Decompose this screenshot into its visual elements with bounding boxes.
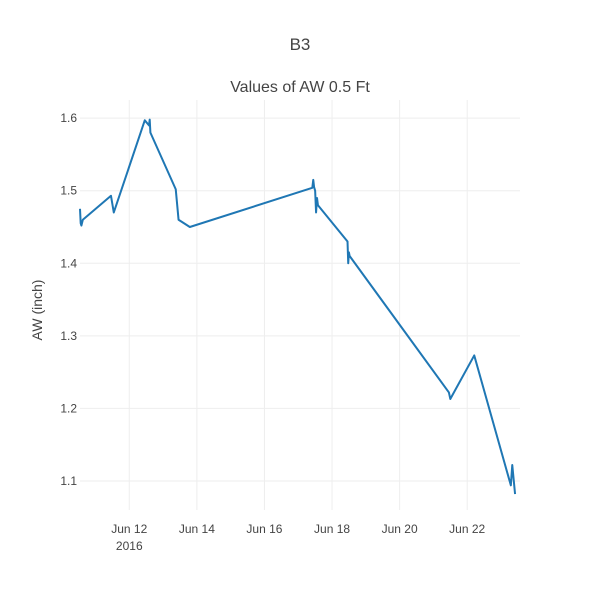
chart-title: B3 [290, 35, 311, 54]
x-tick-label: Jun 12 [111, 522, 147, 536]
y-axis-title: AW (inch) [29, 280, 45, 341]
y-tick-label: 1.3 [60, 329, 77, 343]
plot-area [79, 118, 517, 495]
x-tick-label: Jun 22 [449, 522, 485, 536]
x-tick-year-label: 2016 [116, 539, 143, 553]
y-tick-label: 1.2 [60, 401, 77, 415]
chart-subtitle: Values of AW 0.5 Ft [230, 79, 370, 96]
x-tick-label: Jun 18 [314, 522, 350, 536]
axis-labels: 1.1 1.2 1.3 1.4 1.5 1.6 Jun 12 2016 Jun 14 Jun 16… [60, 111, 485, 553]
y-tick-label: 1.4 [60, 256, 77, 270]
y-tick-label: 1.5 [60, 184, 77, 198]
grid-lines [80, 100, 520, 510]
y-tick-label: 1.1 [60, 474, 77, 488]
series-line-aw [79, 118, 517, 495]
x-tick-label: Jun 20 [382, 522, 418, 536]
y-tick-label: 1.6 [60, 111, 77, 125]
x-tick-label: Jun 14 [179, 522, 215, 536]
x-tick-label: Jun 16 [246, 522, 282, 536]
